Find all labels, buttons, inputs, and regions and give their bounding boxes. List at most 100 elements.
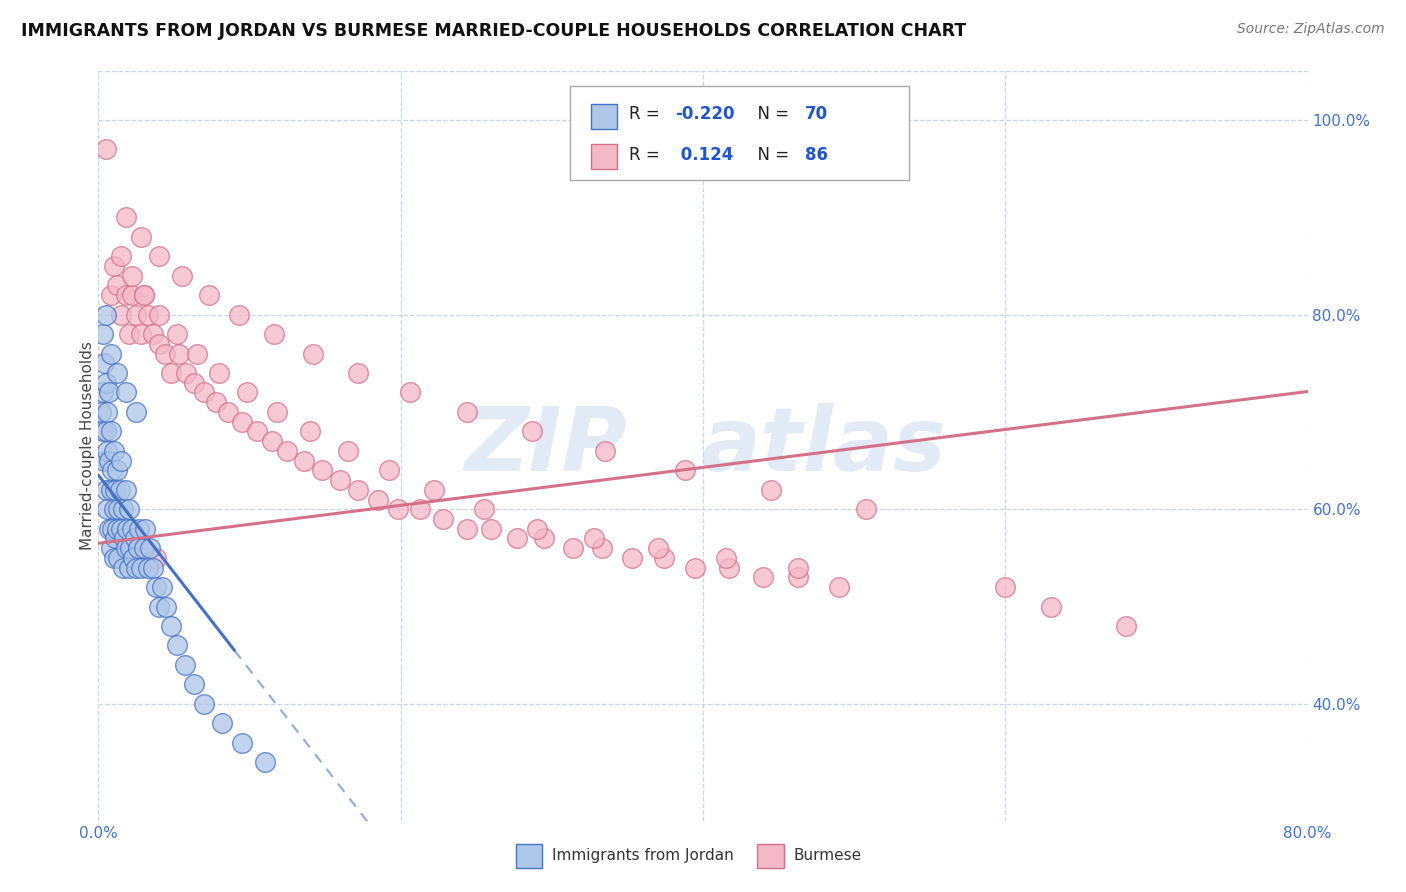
Point	[105, 463, 128, 477]
Point	[533, 532, 555, 546]
Point	[183, 376, 205, 390]
Point	[127, 541, 149, 556]
Point	[197, 288, 219, 302]
Point	[423, 483, 446, 497]
Point	[1039, 599, 1062, 614]
Point	[103, 550, 125, 565]
Point	[347, 483, 370, 497]
Point	[91, 385, 114, 400]
Point	[166, 327, 188, 342]
Text: 70: 70	[804, 105, 828, 123]
Point	[98, 522, 121, 536]
Point	[145, 580, 167, 594]
Point	[263, 327, 285, 342]
Point	[100, 425, 122, 439]
Point	[136, 560, 159, 574]
Point	[276, 443, 298, 458]
Point	[101, 463, 124, 477]
Text: -0.220: -0.220	[675, 105, 735, 123]
Point	[132, 288, 155, 302]
Point	[94, 483, 117, 497]
Point	[114, 483, 136, 497]
Point	[136, 308, 159, 322]
Point	[148, 599, 170, 614]
Point	[717, 560, 740, 574]
Point	[129, 327, 152, 342]
Point	[292, 453, 315, 467]
Point	[114, 541, 136, 556]
Point	[125, 560, 148, 574]
Point	[125, 308, 148, 322]
Point	[994, 580, 1017, 594]
Point	[787, 570, 810, 584]
Point	[591, 541, 613, 556]
Point	[110, 249, 132, 263]
Point	[228, 308, 250, 322]
Point	[118, 560, 141, 574]
Point	[134, 522, 156, 536]
Point	[235, 385, 257, 400]
Point	[155, 599, 177, 614]
Point	[620, 550, 643, 565]
Point	[96, 405, 118, 419]
Text: 86: 86	[804, 145, 828, 164]
Point	[336, 443, 359, 458]
Point	[714, 550, 737, 565]
Point	[1115, 619, 1137, 633]
Point	[262, 434, 284, 449]
FancyBboxPatch shape	[591, 103, 617, 128]
Point	[103, 259, 125, 273]
Point	[231, 736, 253, 750]
Point	[110, 308, 132, 322]
Point	[377, 463, 399, 477]
Point	[456, 405, 478, 419]
Point	[105, 366, 128, 380]
Point	[128, 522, 150, 536]
Point	[114, 288, 136, 302]
Point	[409, 502, 432, 516]
Point	[121, 522, 143, 536]
Point	[828, 580, 851, 594]
Point	[231, 415, 253, 429]
Point	[93, 356, 115, 370]
Point	[145, 550, 167, 565]
Point	[183, 677, 205, 691]
Point	[217, 405, 239, 419]
Point	[685, 560, 707, 574]
Point	[211, 716, 233, 731]
Point	[347, 366, 370, 380]
Point	[121, 288, 143, 302]
Point	[311, 463, 333, 477]
Point	[112, 532, 135, 546]
Point	[472, 502, 495, 516]
Point	[170, 268, 193, 283]
Point	[100, 541, 122, 556]
Point	[139, 541, 162, 556]
Point	[367, 492, 389, 507]
Point	[105, 522, 128, 536]
Point	[787, 560, 810, 574]
Point	[193, 385, 215, 400]
Point	[122, 550, 145, 565]
Point	[148, 249, 170, 263]
Point	[456, 522, 478, 536]
Point	[148, 336, 170, 351]
Point	[90, 405, 112, 419]
Point	[100, 346, 122, 360]
Point	[91, 425, 114, 439]
Text: Source: ZipAtlas.com: Source: ZipAtlas.com	[1237, 22, 1385, 37]
Text: R =: R =	[630, 105, 665, 123]
Point	[148, 308, 170, 322]
Point	[759, 483, 782, 497]
Point	[652, 550, 675, 565]
Point	[96, 502, 118, 516]
Point	[673, 463, 696, 477]
Point	[173, 657, 195, 672]
Point	[583, 532, 606, 546]
Point	[103, 502, 125, 516]
Point	[105, 278, 128, 293]
Point	[93, 453, 115, 467]
FancyBboxPatch shape	[516, 844, 543, 868]
Point	[94, 142, 117, 156]
Point	[108, 483, 131, 497]
